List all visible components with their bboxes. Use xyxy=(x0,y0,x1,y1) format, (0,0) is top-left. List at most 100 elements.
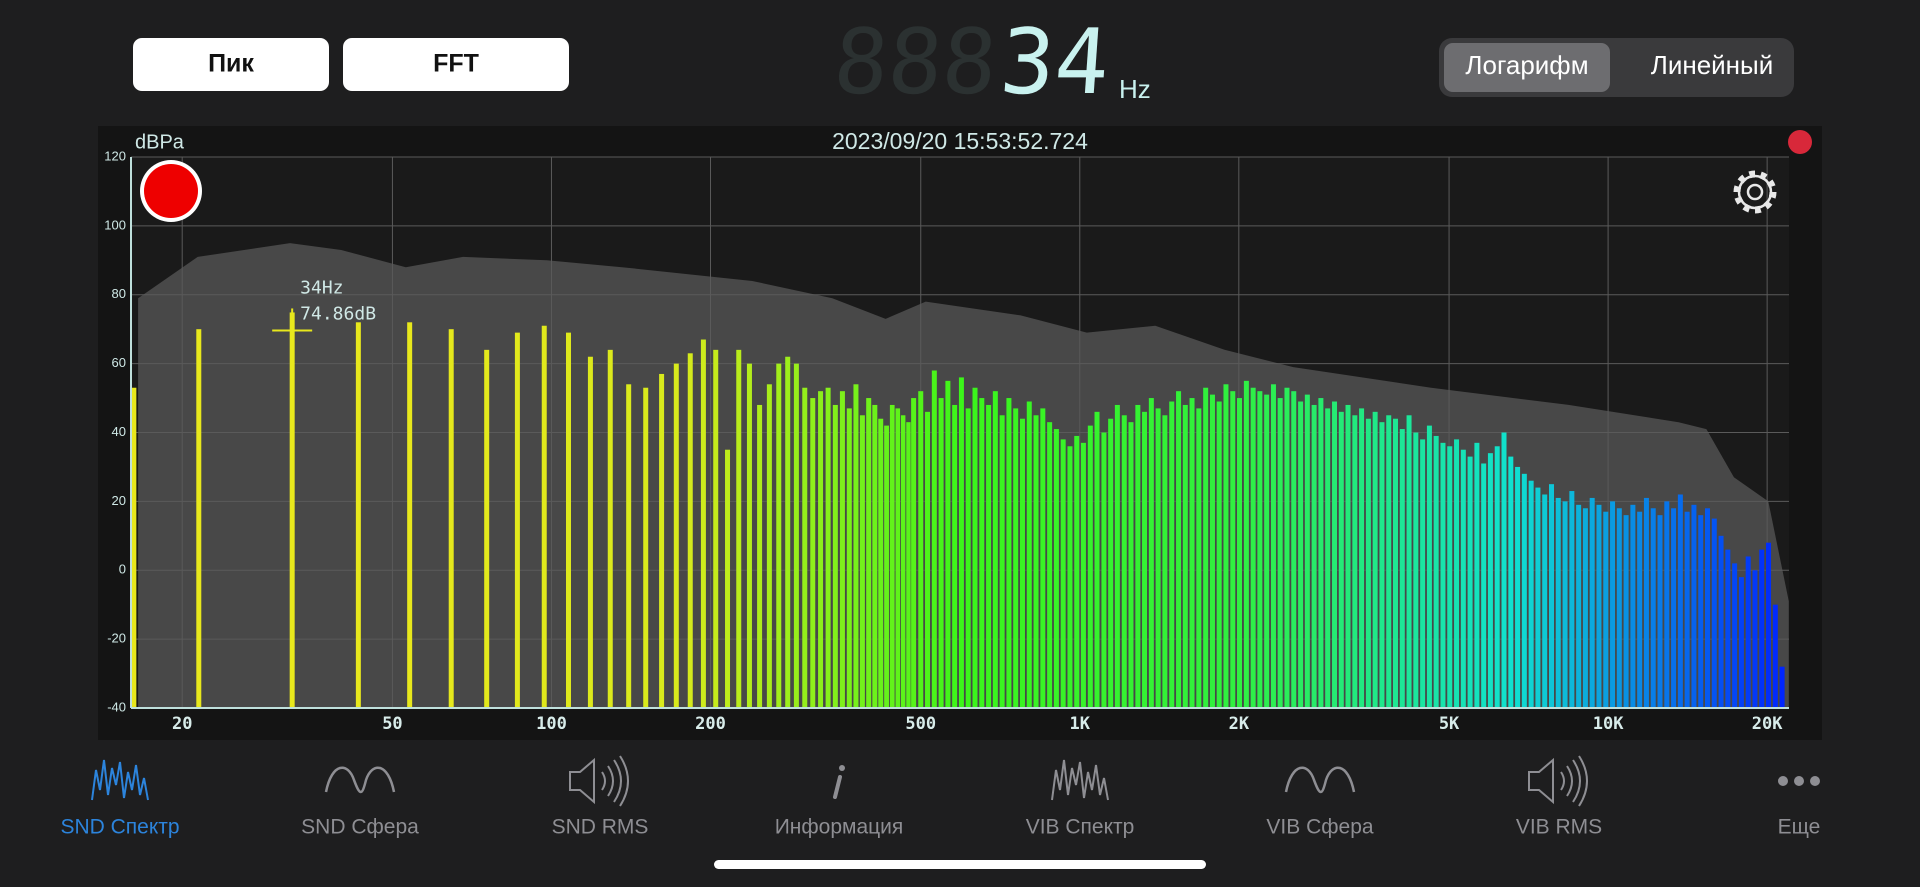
peak-button[interactable] xyxy=(133,38,329,91)
scale-option[interactable]: Логарифм xyxy=(1465,50,1588,80)
spectrum-bar xyxy=(1481,463,1487,708)
spectrum-bar xyxy=(1169,401,1175,708)
spectrum-bar xyxy=(1087,425,1093,708)
tab-label[interactable]: Еще xyxy=(1778,816,1821,839)
tab[interactable]: Информация xyxy=(775,765,904,839)
x-tick-label: 5K xyxy=(1439,714,1460,734)
tab-icon[interactable] xyxy=(569,755,629,807)
spectrum-bar xyxy=(1053,429,1059,708)
spectrum-bar xyxy=(1759,549,1765,708)
chart-title: 2023/09/20 15:53:52.724 xyxy=(832,128,1088,154)
spectrum-bar xyxy=(1080,442,1086,708)
tab[interactable]: VIB Сфера xyxy=(1266,766,1374,839)
spectrum-bar xyxy=(1467,456,1473,708)
spectrum-bar xyxy=(687,353,693,708)
tab-label[interactable]: SND Спектр xyxy=(60,816,179,839)
spectrum-bar xyxy=(825,387,831,708)
x-tick-label: 200 xyxy=(695,714,726,734)
record-button[interactable] xyxy=(144,164,198,218)
x-tick-label: 1K xyxy=(1070,714,1091,734)
spectrum-bar xyxy=(1047,422,1053,708)
tab[interactable]: SND Спектр xyxy=(60,759,180,839)
tab-icon[interactable] xyxy=(324,766,396,794)
tab[interactable]: Еще xyxy=(1778,776,1821,839)
spectrum-bar xyxy=(866,398,872,708)
spectrum-bar xyxy=(1440,442,1446,708)
tab-icon[interactable] xyxy=(1284,766,1356,794)
spectrum-bar xyxy=(1243,380,1249,708)
spectrum-bar xyxy=(945,380,951,708)
x-tick-label: 500 xyxy=(905,714,936,734)
spectrum-bar xyxy=(1460,449,1466,708)
tab-icon[interactable] xyxy=(91,759,149,801)
tab-icon[interactable] xyxy=(1528,755,1588,807)
spectrum-bar xyxy=(793,363,799,708)
spectrum-bar xyxy=(1691,504,1697,708)
status-dot xyxy=(1788,130,1812,154)
fft-button-label[interactable]: FFT xyxy=(433,50,479,78)
spectrum-bar xyxy=(131,387,137,708)
spectrum-bar xyxy=(992,391,998,708)
tab-label[interactable]: VIB RMS xyxy=(1516,816,1602,839)
spectrum-bar xyxy=(1291,391,1297,708)
spectrum-bar xyxy=(895,408,901,708)
spectrum-bar xyxy=(1589,497,1595,708)
x-tick-label: 10K xyxy=(1593,714,1624,734)
spectrum-bar xyxy=(802,387,808,708)
settings-icon[interactable] xyxy=(1733,170,1777,214)
spectrum-bar xyxy=(818,391,824,708)
x-tick-label: 20 xyxy=(172,714,192,734)
spectrum-bar xyxy=(1745,556,1751,708)
tab[interactable]: SND RMS xyxy=(552,755,649,839)
spectrum-bar xyxy=(1216,401,1222,708)
spectrum-bar xyxy=(1420,439,1426,708)
spectrum-bar xyxy=(1447,446,1453,708)
tab-icon[interactable] xyxy=(839,765,845,771)
gear-hole[interactable] xyxy=(1746,183,1764,201)
y-tick-label: -40 xyxy=(107,699,126,714)
tab-label[interactable]: Информация xyxy=(775,816,904,839)
gear-teeth[interactable] xyxy=(1733,170,1777,214)
spectrum-bar xyxy=(1555,497,1561,708)
spectrum-bar xyxy=(1704,508,1710,708)
tab-label[interactable]: VIB Сфера xyxy=(1266,816,1373,839)
spectrum-bar xyxy=(1060,439,1066,708)
spectrum-bar xyxy=(1270,384,1276,708)
gear-body[interactable] xyxy=(1737,174,1773,210)
tab-icon[interactable] xyxy=(833,775,842,799)
spectrum-bar xyxy=(713,349,719,708)
tab-icon[interactable] xyxy=(1051,759,1109,801)
spectrum-bar xyxy=(1616,508,1622,708)
tab[interactable]: VIB Спектр xyxy=(1026,759,1135,839)
y-tick-label: 60 xyxy=(112,355,126,370)
tab[interactable]: SND Сфера xyxy=(301,766,419,839)
tab-icon[interactable] xyxy=(1810,776,1820,786)
spectrum-bar xyxy=(1359,408,1365,708)
tab-icon[interactable] xyxy=(1778,776,1788,786)
spectrum-bar xyxy=(1718,535,1724,708)
fft-button[interactable] xyxy=(343,38,569,91)
spectrum-bar xyxy=(1643,497,1649,708)
spectrum-bar xyxy=(1006,398,1012,708)
spectrum-bar xyxy=(1019,418,1025,708)
tab-icon[interactable] xyxy=(1794,776,1804,786)
spectrum-bar xyxy=(1135,404,1141,708)
peak-button-label[interactable]: Пик xyxy=(208,50,254,78)
scale-option-active[interactable] xyxy=(1444,43,1610,92)
spectrum-bar xyxy=(810,398,816,708)
home-indicator xyxy=(714,860,1206,869)
spectrum-bar xyxy=(1399,429,1405,708)
tab-label[interactable]: SND Сфера xyxy=(301,816,419,839)
spectrum-bar xyxy=(1650,508,1656,708)
tab[interactable]: VIB RMS xyxy=(1516,755,1602,839)
tab-label[interactable]: VIB Спектр xyxy=(1026,816,1135,839)
spectrum-bar xyxy=(1766,542,1772,708)
spectrum-bar xyxy=(541,325,547,708)
y-tick-label: 0 xyxy=(119,562,126,577)
spectrum-bar xyxy=(1576,504,1582,708)
scale-option[interactable]: Линейный xyxy=(1651,50,1774,80)
spectrum-bar xyxy=(1338,411,1344,708)
tab-label[interactable]: SND RMS xyxy=(552,816,649,839)
spectrum-bar xyxy=(900,415,906,708)
